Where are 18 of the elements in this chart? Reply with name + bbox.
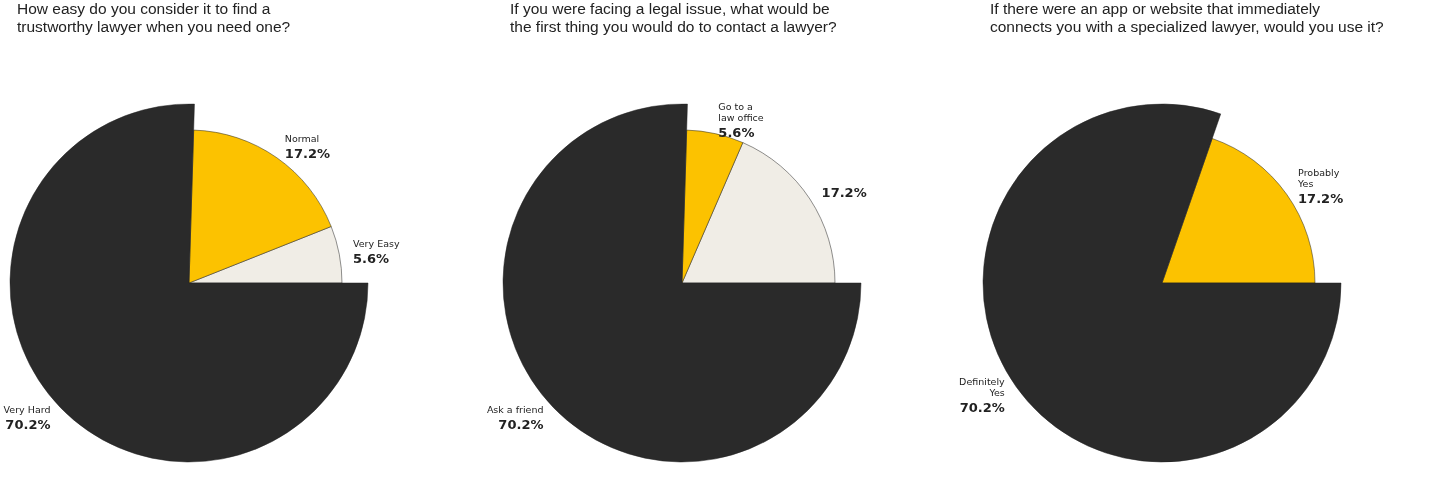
slice-label: Ask a friend xyxy=(486,403,544,415)
data-label: 5.6% xyxy=(718,125,755,141)
slice-label: Very Easy xyxy=(353,238,400,250)
data-label: 70.2% xyxy=(498,416,544,432)
slice-label: Normal xyxy=(284,132,320,144)
chart-title: If there were an app or website that immediately connects you with a specialized lawyer, would you use it? xyxy=(990,0,1384,36)
data-label: 17.2% xyxy=(1298,191,1344,207)
chart-title: How easy do you consider it to find a trustworthy lawyer when you need one? xyxy=(17,0,291,36)
data-label: 5.6% xyxy=(353,251,390,267)
slice-label: Go to a law office xyxy=(718,101,764,124)
data-label: 17.2% xyxy=(284,145,330,161)
data-label: 70.2% xyxy=(5,416,51,432)
slice-label: Very Hard xyxy=(3,403,51,415)
chart-title: If you were facing a legal issue, what would be the first thing you would do to contact a lawyer? xyxy=(510,0,837,36)
data-label: 70.2% xyxy=(959,399,1005,415)
slice-label: Probably Yes xyxy=(1297,167,1340,190)
slice-label: Definitely Yes xyxy=(959,375,1006,398)
data-label: 17.2% xyxy=(821,185,867,201)
